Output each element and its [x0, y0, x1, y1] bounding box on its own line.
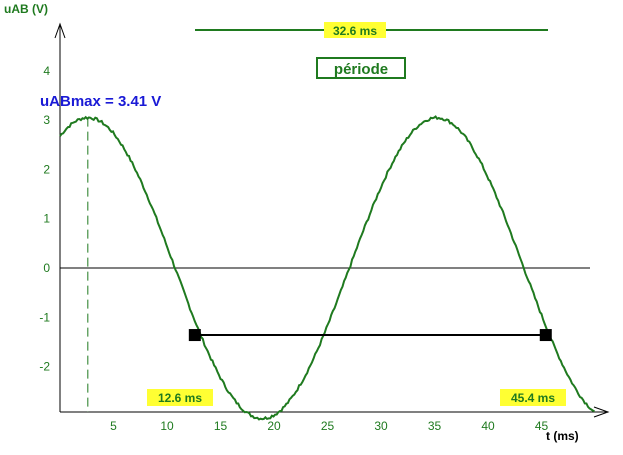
x-tick-label: 35 [428, 419, 442, 433]
y-tick-label: 2 [43, 162, 50, 176]
x-tick-label: 10 [160, 419, 174, 433]
x-tick-label: 5 [110, 419, 117, 433]
period-label: période [334, 61, 388, 78]
period-value-highlight [324, 22, 386, 38]
x-axis-title: t (ms) [546, 429, 579, 443]
t1-label: 12.6 ms [158, 391, 202, 405]
period-end-marker [539, 329, 552, 342]
t1-highlight [147, 389, 213, 406]
x-tick-label: 25 [321, 419, 335, 433]
y-tick-labels: 4 3 2 1 0 -1 -2 [39, 64, 50, 374]
x-tick-label: 15 [214, 419, 228, 433]
period-value-label: 32.6 ms [333, 24, 377, 38]
y-axis-title: uAB (V) [4, 2, 48, 16]
x-tick-label: 40 [481, 419, 495, 433]
max-value-label: uABmax = 3.41 V [40, 93, 161, 110]
period-label-box [316, 57, 406, 79]
x-axis [60, 406, 610, 418]
x-tick-label: 45 [535, 419, 549, 433]
x-tick-labels: 5 10 15 20 25 30 35 40 45 [110, 419, 548, 433]
y-axis [54, 22, 66, 412]
t2-highlight [500, 389, 566, 406]
series-uab-curve [59, 115, 595, 421]
x-tick-label: 30 [374, 419, 388, 433]
period-start-marker [188, 329, 201, 342]
y-tick-label: 0 [43, 261, 50, 275]
y-tick-label: 3 [43, 113, 50, 127]
y-tick-label: -2 [39, 360, 50, 374]
y-tick-label: -1 [39, 310, 50, 324]
t2-label: 45.4 ms [511, 391, 555, 405]
x-tick-label: 20 [267, 419, 281, 433]
y-tick-label: 4 [43, 64, 50, 78]
y-tick-label: 1 [43, 212, 50, 226]
